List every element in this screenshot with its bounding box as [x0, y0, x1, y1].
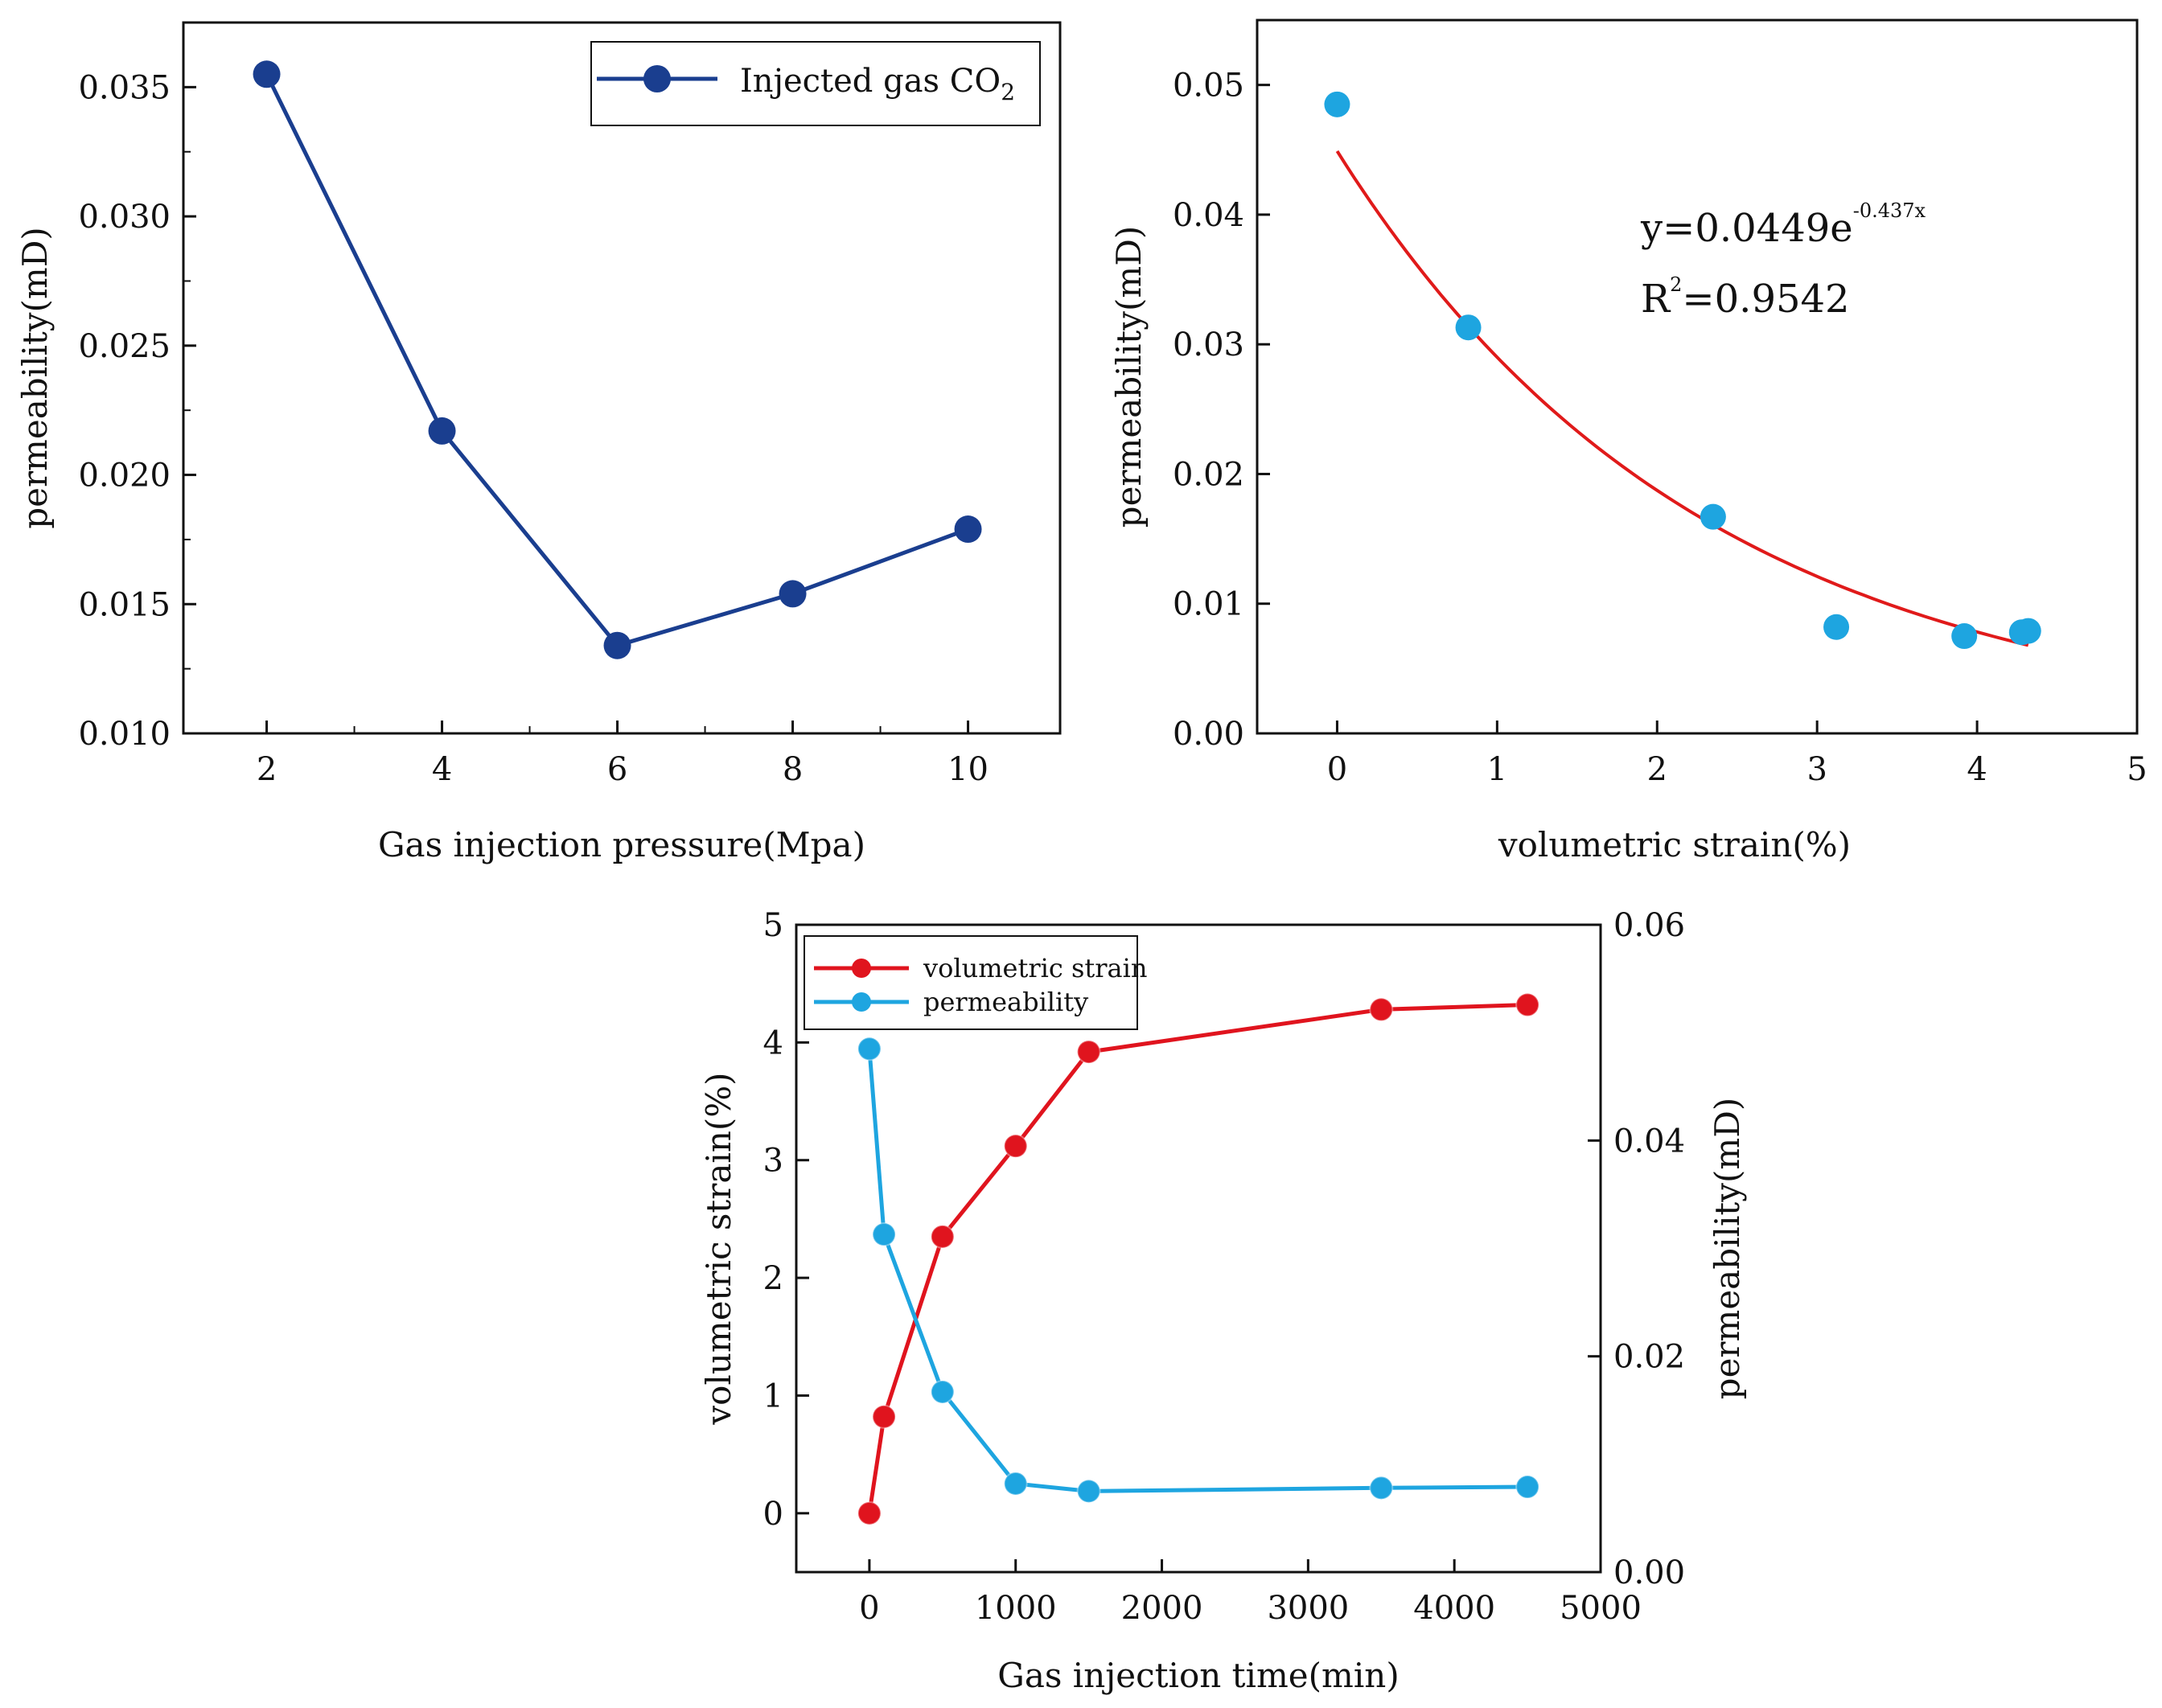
x-tick-label: 4000	[1413, 1590, 1495, 1627]
y-axis-label: permeability(mD)	[1109, 226, 1149, 528]
y-tick-label: 0.020	[78, 458, 171, 495]
data-point	[2015, 618, 2041, 644]
x-tick-label: 4	[432, 751, 452, 788]
fit-r-squared: R2=0.9542	[1641, 273, 1850, 322]
data-point	[1369, 1476, 1394, 1501]
right-y-tick-label: 0.06	[1613, 907, 1685, 944]
x-tick-label: 8	[783, 751, 803, 788]
x-tick-label: 0	[1327, 751, 1347, 788]
data-point	[1700, 503, 1726, 530]
chart-time-strain-permeability: 0 1000 2000 3000 4000 5000 0 1 2 3 4 5 0.00 0.02 0.04 0…	[699, 907, 1747, 1695]
r-squared-superscript: 2	[1670, 273, 1682, 296]
x-axis-label: volumetric strain(%)	[1498, 825, 1851, 864]
x-tick-label: 5	[2127, 751, 2147, 788]
y-tick-label: 0.025	[78, 328, 171, 365]
r-squared-value: =0.9542	[1682, 277, 1849, 322]
data-point	[930, 1379, 955, 1404]
right-y-axis-label: permeability(mD)	[1708, 1098, 1747, 1400]
x-tick-label: 2	[1647, 751, 1667, 788]
y-tick-label: 0.030	[78, 199, 171, 236]
chart-strain-permeability: 0 1 2 3 4 5 0.00 0.01 0.02 0.03 0.04 0.05 volumetric…	[1109, 18, 2148, 864]
data-point	[1369, 997, 1394, 1022]
y-tick-label: 0.01	[1173, 586, 1244, 623]
fit-equation-exponent: -0.437x	[1853, 199, 1926, 222]
data-point	[1455, 314, 1482, 341]
left-y-tick-label: 5	[763, 907, 783, 944]
data-point	[1951, 623, 1978, 650]
right-y-tick-label: 0.00	[1613, 1554, 1685, 1591]
data-point	[1324, 91, 1350, 117]
x-tick-label: 10	[947, 751, 989, 788]
left-y-tick-label: 1	[763, 1377, 783, 1414]
data-point	[1003, 1134, 1028, 1159]
plot-frame	[182, 21, 1062, 735]
data-point	[253, 60, 281, 88]
data-point	[857, 1037, 882, 1061]
data-point	[603, 631, 631, 659]
right-y-tick-label: 0.04	[1613, 1123, 1685, 1160]
y-tick-label: 0.010	[78, 716, 171, 753]
left-y-tick-label: 0	[763, 1496, 783, 1533]
data-point	[1823, 614, 1850, 640]
data-point	[857, 1501, 882, 1525]
y-tick-label: 0.00	[1173, 716, 1244, 753]
fit-curve	[1335, 150, 2029, 647]
legend-label: permeability	[923, 987, 1088, 1017]
legend-marker	[852, 959, 871, 978]
x-tick-label: 6	[607, 751, 627, 788]
data-point	[1003, 1471, 1028, 1496]
data-point	[1515, 1475, 1540, 1500]
legend-label: volumetric strain	[923, 953, 1147, 983]
x-tick-label: 2000	[1121, 1590, 1203, 1627]
x-axis-label: Gas injection time(min)	[997, 1656, 1399, 1695]
legend-label: Injected gas CO2	[740, 63, 1015, 105]
x-tick-label: 5000	[1560, 1590, 1642, 1627]
y-axis-label: permeability(mD)	[15, 227, 55, 529]
left-y-tick-label: 2	[763, 1260, 783, 1297]
y-tick-label: 0.035	[78, 69, 171, 106]
left-y-tick-label: 4	[763, 1024, 783, 1061]
x-tick-label: 0	[859, 1590, 879, 1627]
data-point	[1076, 1040, 1101, 1065]
data-point	[872, 1222, 897, 1247]
r-squared-symbol: R	[1641, 277, 1671, 322]
series-line	[265, 73, 969, 648]
legend-marker	[643, 65, 671, 92]
x-axis-label: Gas injection pressure(Mpa)	[378, 825, 865, 864]
data-point	[779, 580, 807, 608]
legend-marker	[852, 992, 871, 1012]
x-tick-label: 3000	[1267, 1590, 1349, 1627]
plot-frame	[795, 923, 1602, 1574]
y-tick-label: 0.04	[1173, 197, 1244, 234]
data-point	[1076, 1479, 1101, 1504]
series-line-volumetric-strain	[867, 1003, 1528, 1514]
y-tick-label: 0.05	[1173, 68, 1244, 105]
x-tick-label: 3	[1806, 751, 1827, 788]
x-tick-label: 1	[1487, 751, 1507, 788]
fit-equation: y=0.0449e-0.437x	[1640, 199, 1926, 251]
left-y-tick-label: 3	[763, 1143, 783, 1180]
legend-label-subscript: 2	[1001, 79, 1015, 105]
y-tick-label: 0.015	[78, 586, 171, 623]
x-tick-label: 4	[1967, 751, 1987, 788]
x-tick-label: 2	[257, 751, 277, 788]
fit-equation-main: y=0.0449e	[1640, 206, 1853, 251]
data-point	[872, 1404, 897, 1429]
left-y-axis-label: volumetric strain(%)	[699, 1072, 738, 1425]
right-y-tick-label: 0.02	[1613, 1339, 1685, 1376]
legend-label-main: Injected gas CO	[740, 63, 1001, 100]
data-point	[1515, 992, 1540, 1017]
plot-frame	[1256, 18, 2139, 735]
chart-pressure-permeability: 2 4 6 8 10 0.010 0.015 0.020 0.025 0.030 0.035 Gas …	[15, 21, 1062, 864]
data-point	[428, 417, 456, 445]
series-line-permeability	[867, 1049, 1528, 1493]
y-tick-label: 0.02	[1173, 456, 1244, 493]
data-point	[930, 1224, 955, 1249]
x-tick-label: 1000	[975, 1590, 1057, 1627]
data-point	[954, 515, 982, 544]
y-tick-label: 0.03	[1173, 326, 1244, 363]
legend-box	[804, 935, 1138, 1030]
